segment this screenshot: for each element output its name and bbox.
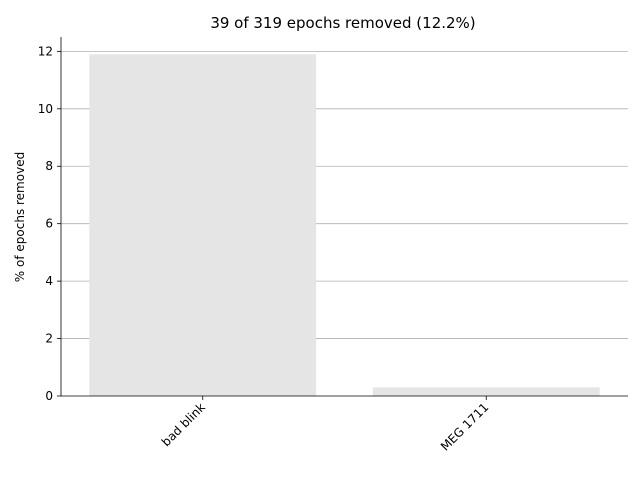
y-tick-label-6: 6 <box>45 217 53 231</box>
y-tick-label-10: 10 <box>38 102 53 116</box>
x-axis-ticks: bad blink MEG 1711 <box>159 396 491 454</box>
x-tick-label-1: MEG 1711 <box>438 400 491 453</box>
bar-bad-blink <box>89 54 317 397</box>
bars <box>89 54 600 397</box>
y-tick-label-8: 8 <box>45 159 53 173</box>
y-tick-label-2: 2 <box>45 332 53 346</box>
x-tick-label-0: bad blink <box>159 400 208 449</box>
chart-title: 39 of 319 epochs removed (12.2%) <box>210 14 475 32</box>
y-axis-ticks: 0 2 4 6 8 10 12 <box>38 44 61 403</box>
axes <box>60 37 628 397</box>
bar-meg-1711 <box>372 387 600 396</box>
y-tick-label-4: 4 <box>45 274 53 288</box>
y-axis-label: % of epochs removed <box>13 152 27 282</box>
y-tick-label-0: 0 <box>45 389 53 403</box>
y-tick-label-12: 12 <box>38 44 53 58</box>
